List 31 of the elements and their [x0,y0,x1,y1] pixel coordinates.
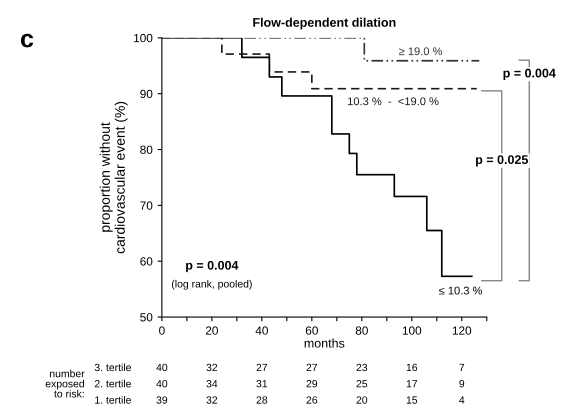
y-tick-label: 100 [134,34,152,42]
x-tick-label: 40 [256,326,268,335]
chart-title: Flow-dependent dilation [253,18,396,30]
text: 40 32 27 27 23 16 7 [156,364,464,372]
y-tick-label: 60 [140,257,152,266]
text: 1. tertile [95,396,131,404]
x-tick-label: 80 [356,326,368,335]
x-axis-title: months [304,338,344,348]
y-tick-label: 80 [140,146,152,154]
text: 3. tertile [94,363,131,372]
x-tick-label: 0 [159,326,165,335]
annotation: p = 0.025 [476,155,528,167]
x-tick-label: 60 [306,326,318,335]
text: number exposed to risk: [46,370,84,398]
series-label: ≥ 19.0 % [399,47,442,56]
text: c [20,34,34,48]
annotation: (log rank, pooled) [172,280,252,290]
y-axis-title: proportion without cardiovascular event (%) [100,102,128,254]
x-tick-label: 100 [402,326,422,335]
text: 39 32 28 26 20 15 4 [156,396,464,404]
text: 2. tertile [94,380,131,388]
x-tick-label: 20 [206,326,218,335]
series-label: ≤ 10.3 % [438,286,482,294]
y-tick-label: 70 [140,201,152,210]
y-tick-label: 90 [140,90,152,98]
annotation: p = 0.004 [186,260,238,272]
text: p = 0.004 [504,68,556,80]
x-tick-label: 120 [452,326,472,335]
text: 40 34 31 29 25 17 9 [156,380,464,388]
series-label: 10.3 % - <19.0 % [348,97,439,106]
y-tick-label: 50 [140,313,152,322]
